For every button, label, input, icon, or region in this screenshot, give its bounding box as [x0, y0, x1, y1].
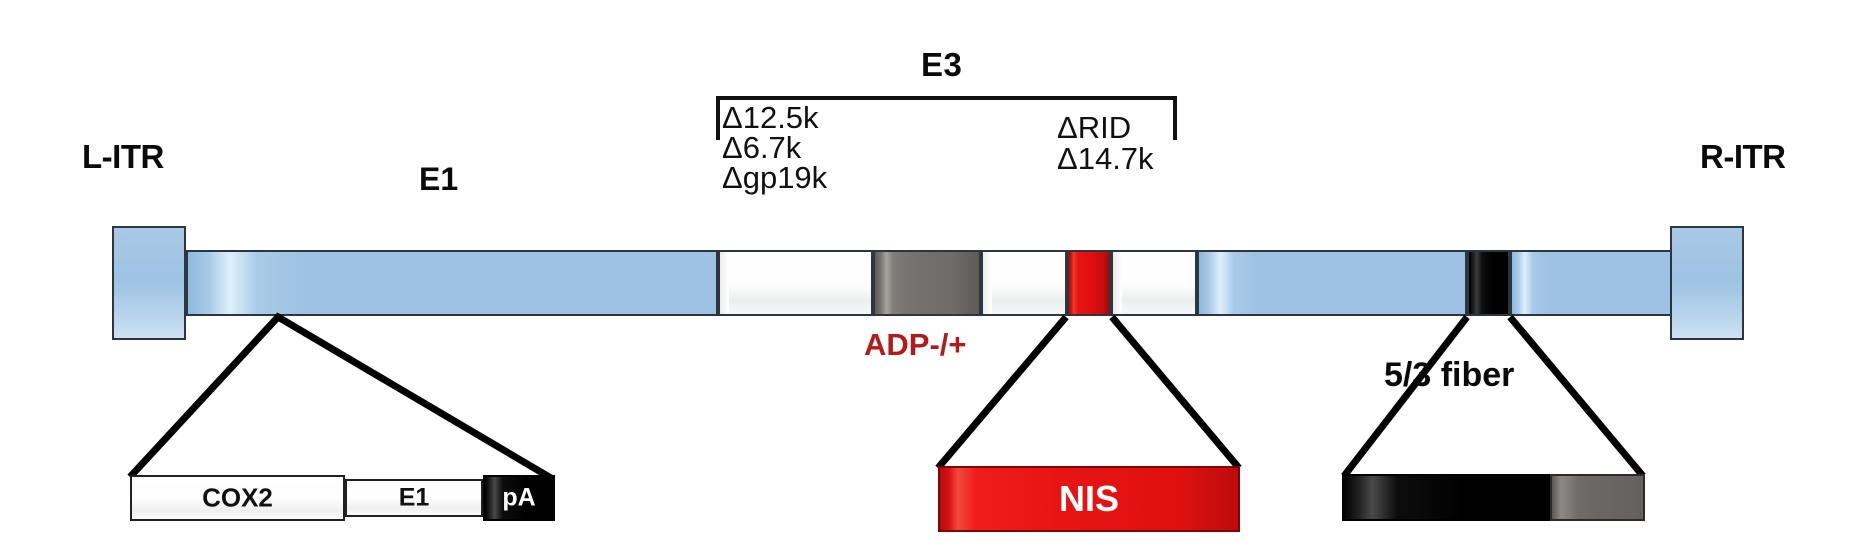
e1-cassette-callout: COX2 E1 pA	[130, 475, 555, 521]
e3-deletion-item: Δ6.7k	[722, 130, 802, 165]
e1-callout-leader	[127, 312, 553, 482]
e3-deletion-item: Δ12.5k	[722, 100, 819, 135]
genome-segment-fiber-black	[1467, 250, 1510, 316]
genome-segment-gray	[873, 250, 981, 316]
genome-segment-e3-deleted-right	[1111, 250, 1197, 316]
nis-callout-leader-right	[1109, 314, 1242, 471]
cassette-box-pa: pA	[483, 475, 555, 521]
e3-deletions-right-list: ΔRID Δ14.7k	[1057, 112, 1154, 174]
genome-segment-white-mid	[981, 250, 1067, 316]
genome-segment-e1-backbone	[186, 250, 718, 316]
cassette-box-cox2: COX2	[130, 475, 345, 521]
genome-segment-e3-deleted-left	[718, 250, 873, 316]
e3-bracket	[716, 96, 1177, 140]
e3-deletion-item: ΔRID	[1057, 110, 1132, 145]
fiber-callout-leader-right	[1507, 314, 1646, 479]
fiber-box-black	[1342, 474, 1550, 521]
cassette-label-e1: E1	[398, 483, 430, 512]
e1-region-label: E1	[419, 161, 459, 197]
right-itr-box	[1670, 226, 1744, 340]
e3-deletion-item: Δgp19k	[722, 160, 828, 195]
nis-callout-leader-left	[935, 314, 1069, 471]
cassette-label-pa: pA	[502, 483, 536, 512]
right-itr-label: R-ITR	[1700, 138, 1786, 175]
fiber-box-gray	[1550, 474, 1645, 521]
nis-callout-box: NIS	[938, 466, 1240, 532]
genome-segment-late-backbone	[1197, 250, 1467, 316]
fiber-callout-leader-left	[1341, 314, 1470, 479]
cassette-box-e1: E1	[345, 479, 483, 517]
nis-label: NIS	[1058, 478, 1119, 519]
genome-segment-adp-red	[1067, 250, 1111, 316]
cassette-label-cox2: COX2	[202, 482, 273, 513]
e3-deletion-item: Δ14.7k	[1057, 141, 1154, 176]
genome-segment-right-backbone	[1510, 250, 1672, 316]
e3-deletions-left-list: Δ12.5k Δ6.7k Δgp19k	[722, 100, 828, 195]
left-itr-label: L-ITR	[82, 138, 164, 175]
fiber-callout-box	[1342, 474, 1645, 521]
adp-label: ADP-/+	[864, 327, 967, 362]
e3-region-label: E3	[921, 46, 963, 83]
fiber-callout-title: 5/3 fiber	[1384, 356, 1515, 394]
left-itr-box	[112, 226, 186, 340]
